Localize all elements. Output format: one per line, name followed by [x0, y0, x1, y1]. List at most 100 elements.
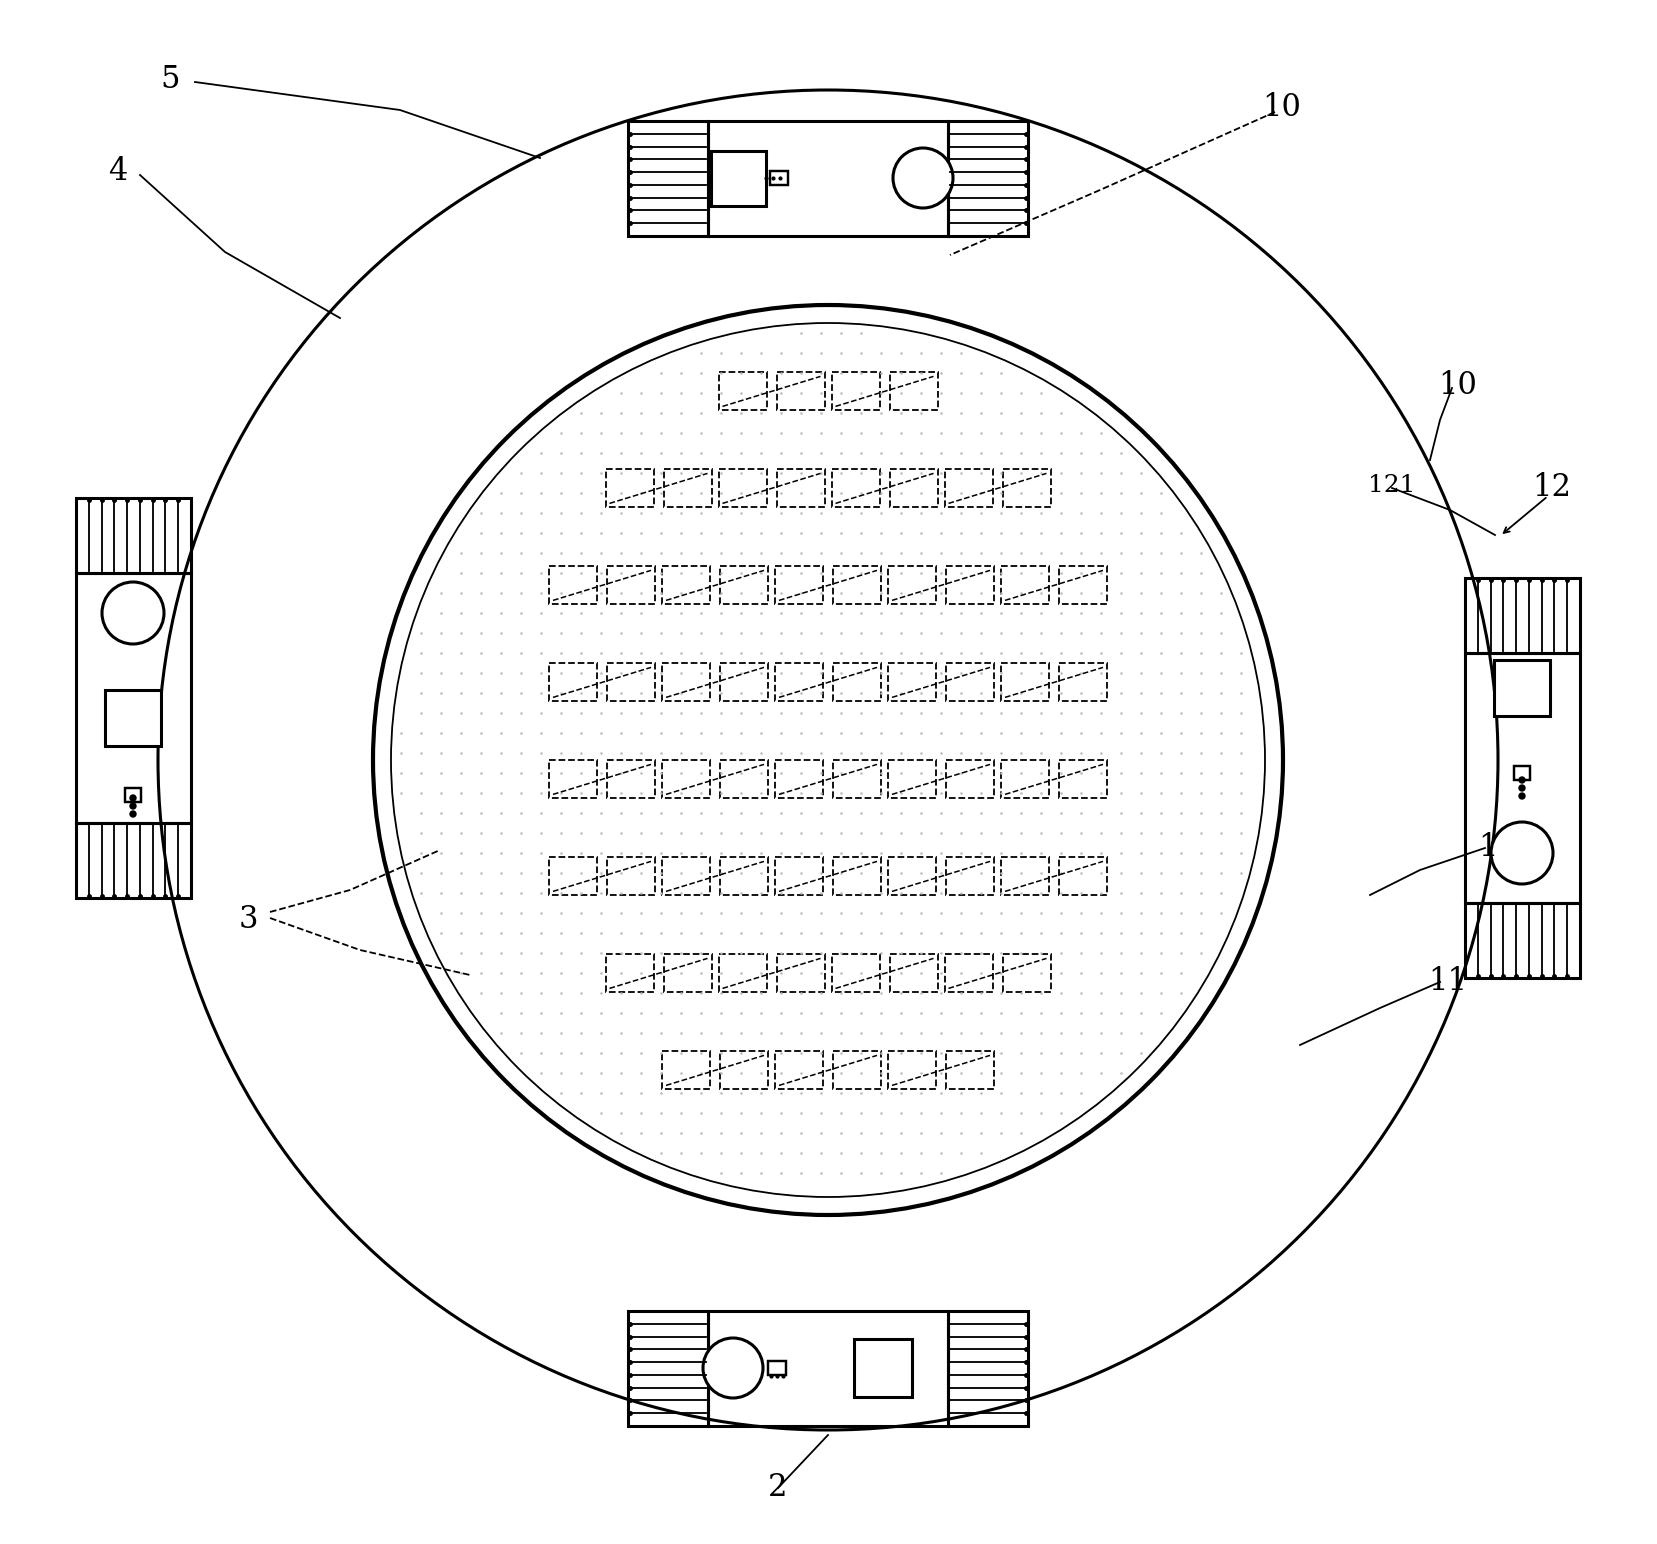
- Bar: [663, 760, 709, 798]
- Bar: [606, 664, 655, 701]
- Bar: [548, 664, 597, 701]
- Bar: [832, 954, 880, 993]
- Bar: [721, 664, 767, 701]
- Bar: [663, 1051, 709, 1090]
- Bar: [888, 857, 936, 896]
- Bar: [1001, 760, 1049, 798]
- Bar: [1059, 664, 1107, 701]
- Circle shape: [1491, 821, 1553, 885]
- Bar: [76, 823, 191, 899]
- Bar: [948, 120, 1027, 236]
- Bar: [1514, 766, 1529, 780]
- Bar: [663, 567, 709, 604]
- Bar: [948, 1311, 1027, 1427]
- Bar: [888, 1051, 936, 1090]
- Bar: [853, 1339, 911, 1397]
- Bar: [76, 573, 191, 823]
- Bar: [946, 760, 994, 798]
- Bar: [721, 857, 767, 896]
- Bar: [1465, 577, 1581, 653]
- Bar: [832, 469, 880, 508]
- Text: 5: 5: [161, 65, 179, 96]
- Bar: [721, 760, 767, 798]
- Bar: [721, 1051, 767, 1090]
- Text: 10: 10: [1263, 93, 1301, 124]
- Circle shape: [129, 803, 136, 809]
- Bar: [719, 954, 767, 993]
- Circle shape: [103, 582, 164, 644]
- Text: 10: 10: [1438, 369, 1478, 400]
- Bar: [663, 664, 709, 701]
- Bar: [775, 567, 824, 604]
- Bar: [663, 954, 711, 993]
- Bar: [548, 857, 597, 896]
- Bar: [605, 469, 653, 508]
- Bar: [605, 954, 653, 993]
- Bar: [946, 1051, 994, 1090]
- Text: 2: 2: [769, 1473, 787, 1504]
- Bar: [711, 151, 766, 205]
- Bar: [890, 954, 938, 993]
- Bar: [775, 664, 824, 701]
- Bar: [888, 567, 936, 604]
- Bar: [1001, 664, 1049, 701]
- Bar: [76, 499, 191, 573]
- Bar: [944, 954, 993, 993]
- Bar: [833, 1051, 882, 1090]
- Bar: [606, 567, 655, 604]
- Circle shape: [703, 1339, 762, 1397]
- Bar: [606, 760, 655, 798]
- Bar: [1002, 469, 1051, 508]
- Circle shape: [893, 148, 953, 208]
- Bar: [1465, 653, 1581, 903]
- Bar: [833, 857, 882, 896]
- Bar: [1495, 659, 1549, 716]
- Bar: [832, 372, 880, 411]
- Bar: [124, 787, 141, 801]
- Bar: [663, 857, 709, 896]
- Bar: [775, 1051, 824, 1090]
- Bar: [719, 372, 767, 411]
- Bar: [663, 469, 711, 508]
- Text: 3: 3: [239, 905, 258, 936]
- Text: 4: 4: [108, 156, 128, 187]
- Bar: [888, 760, 936, 798]
- Bar: [719, 469, 767, 508]
- Bar: [1001, 567, 1049, 604]
- Bar: [775, 760, 824, 798]
- Bar: [833, 567, 882, 604]
- Bar: [946, 857, 994, 896]
- Text: 121: 121: [1369, 474, 1415, 497]
- Bar: [946, 567, 994, 604]
- Bar: [1001, 857, 1049, 896]
- Bar: [1002, 954, 1051, 993]
- Bar: [708, 120, 948, 236]
- Bar: [890, 372, 938, 411]
- Bar: [104, 690, 161, 746]
- Bar: [888, 664, 936, 701]
- Text: 1: 1: [1478, 832, 1498, 863]
- Bar: [606, 857, 655, 896]
- Bar: [1059, 567, 1107, 604]
- Circle shape: [1519, 777, 1524, 783]
- Text: 11: 11: [1428, 967, 1468, 997]
- Bar: [833, 664, 882, 701]
- Bar: [777, 954, 825, 993]
- Bar: [721, 567, 767, 604]
- Text: 12: 12: [1533, 472, 1571, 503]
- Bar: [628, 1311, 708, 1427]
- Circle shape: [129, 795, 136, 801]
- Bar: [833, 760, 882, 798]
- Circle shape: [1519, 794, 1524, 798]
- Bar: [946, 664, 994, 701]
- Circle shape: [1519, 784, 1524, 791]
- Bar: [890, 469, 938, 508]
- Bar: [775, 857, 824, 896]
- Bar: [777, 372, 825, 411]
- Bar: [548, 760, 597, 798]
- Bar: [1059, 760, 1107, 798]
- Bar: [1059, 857, 1107, 896]
- Bar: [767, 1360, 785, 1376]
- Bar: [708, 1311, 948, 1427]
- Bar: [944, 469, 993, 508]
